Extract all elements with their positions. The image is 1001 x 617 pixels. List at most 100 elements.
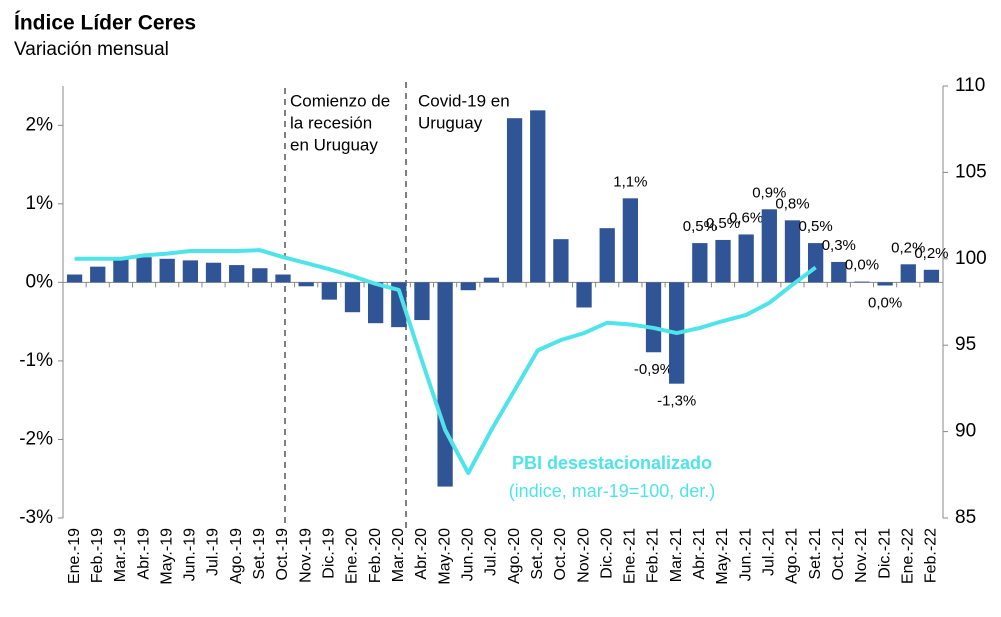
x-tick-label: Ene.-20 xyxy=(344,528,361,584)
bar xyxy=(90,266,106,283)
bar xyxy=(113,258,129,283)
x-tick-label: Ago.-21 xyxy=(784,528,801,584)
bar xyxy=(877,282,893,286)
data-label: 0,2% xyxy=(914,245,948,262)
bar xyxy=(530,110,546,283)
data-label: 0,6% xyxy=(729,209,763,226)
data-label: 0,5% xyxy=(706,215,740,232)
data-label: -1,3% xyxy=(657,393,696,410)
x-tick-label: Nov.-20 xyxy=(575,528,592,583)
x-tick-label: May.-19 xyxy=(158,528,175,585)
y2-tick-label: 105 xyxy=(955,161,987,182)
x-tick-label: Feb.-19 xyxy=(89,528,106,583)
bar xyxy=(645,282,662,353)
y-tick-label: 2% xyxy=(26,114,54,135)
annotation: la recesión xyxy=(290,113,372,132)
line xyxy=(74,248,817,476)
y-tick-label: -3% xyxy=(19,507,53,528)
x-tick-label: Dic.-20 xyxy=(598,528,615,579)
x-tick-label: Oct.-20 xyxy=(552,528,569,581)
x-tick-label: Ago.-20 xyxy=(506,528,523,584)
bar xyxy=(367,282,384,324)
bar xyxy=(205,262,222,283)
chart-subtitle: Variación mensual xyxy=(14,39,169,60)
bar xyxy=(923,269,940,283)
bar xyxy=(854,281,870,283)
x-tick-label: Feb.-20 xyxy=(367,528,384,583)
x-tick-label: Mar.-19 xyxy=(112,528,129,582)
x-tick-label: Oct.-19 xyxy=(274,528,291,581)
x-tick-label: Jun.-21 xyxy=(737,528,754,581)
bar xyxy=(298,282,314,287)
data-label: 0,5% xyxy=(683,218,717,235)
x-tick-label: Ene.-22 xyxy=(899,528,916,584)
x-tick-label: Feb.-22 xyxy=(923,528,940,583)
y2-tick-label: 110 xyxy=(955,75,985,96)
x-tick-label: Abr.-21 xyxy=(691,528,708,580)
x-tick-label: Jul.-20 xyxy=(483,528,500,576)
x-tick-label: Nov.-19 xyxy=(297,528,314,583)
x-tick-label: Abr.-20 xyxy=(413,528,430,580)
bar xyxy=(506,118,523,283)
annotation: Covid-19 en xyxy=(418,91,510,110)
data-label: 0,8% xyxy=(775,195,809,212)
x-tick-label: Dic.-21 xyxy=(876,528,893,579)
bar xyxy=(344,282,361,313)
bar xyxy=(66,274,83,283)
bar xyxy=(483,277,500,283)
x-tick-label: Oct.-21 xyxy=(830,528,847,581)
x-tick-label: Set.-19 xyxy=(251,528,268,580)
x-tick-label: Ene.-19 xyxy=(66,528,83,584)
series-label: PBI desestacionalizado xyxy=(512,453,712,473)
annotation: en Uruguay xyxy=(290,135,378,154)
data-label: -0,9% xyxy=(634,361,673,378)
x-tick-label: Ago.-19 xyxy=(228,528,245,584)
bar xyxy=(136,257,152,283)
chart-title: Índice Líder Ceres xyxy=(14,12,196,35)
y2-tick-label: 95 xyxy=(955,334,976,355)
bar xyxy=(599,228,615,283)
bar xyxy=(159,258,175,283)
x-tick-label: Set.-20 xyxy=(529,528,546,580)
y2-tick-label: 100 xyxy=(955,248,987,269)
data-label: 0,3% xyxy=(822,237,856,254)
x-tick-label: Jun.-20 xyxy=(459,528,476,581)
bar xyxy=(738,234,754,283)
x-tick-label: Abr.-19 xyxy=(135,528,152,580)
bar xyxy=(900,264,916,283)
bar xyxy=(275,274,291,283)
bar xyxy=(715,239,731,283)
bar xyxy=(576,282,592,308)
bar xyxy=(460,282,476,291)
y-tick-label: -2% xyxy=(19,428,53,449)
y-tick-label: 0% xyxy=(26,271,54,292)
bar xyxy=(761,209,777,283)
bar xyxy=(252,268,268,283)
x-tick-label: Ene.-21 xyxy=(622,528,639,584)
x-tick-label: May.-20 xyxy=(436,528,453,585)
bar xyxy=(622,198,639,283)
annotation: Uruguay xyxy=(418,113,483,132)
data-label: 0,2% xyxy=(891,239,925,256)
x-tick-label: May.-21 xyxy=(714,528,731,585)
x-tick-label: Jul.-21 xyxy=(761,528,778,576)
bar xyxy=(437,282,453,487)
data-label: 0,0% xyxy=(845,257,879,274)
bar xyxy=(553,239,569,283)
x-tick-label: Mar.-20 xyxy=(390,528,407,582)
x-tick-label: Mar.-21 xyxy=(668,528,685,582)
annotation: Comienzo de xyxy=(290,91,390,110)
bar xyxy=(229,265,245,283)
x-tick-label: Dic.-19 xyxy=(321,528,338,579)
y2-tick-label: 85 xyxy=(955,507,976,528)
y-tick-label: -1% xyxy=(19,350,53,371)
bar xyxy=(831,261,847,283)
bar xyxy=(414,282,430,321)
bar xyxy=(391,282,407,328)
x-tick-label: Nov.-21 xyxy=(853,528,870,583)
x-tick-label: Feb.-21 xyxy=(645,528,662,583)
data-label: 1,1% xyxy=(613,173,647,190)
bar xyxy=(182,260,199,283)
y2-tick-label: 90 xyxy=(955,421,976,442)
